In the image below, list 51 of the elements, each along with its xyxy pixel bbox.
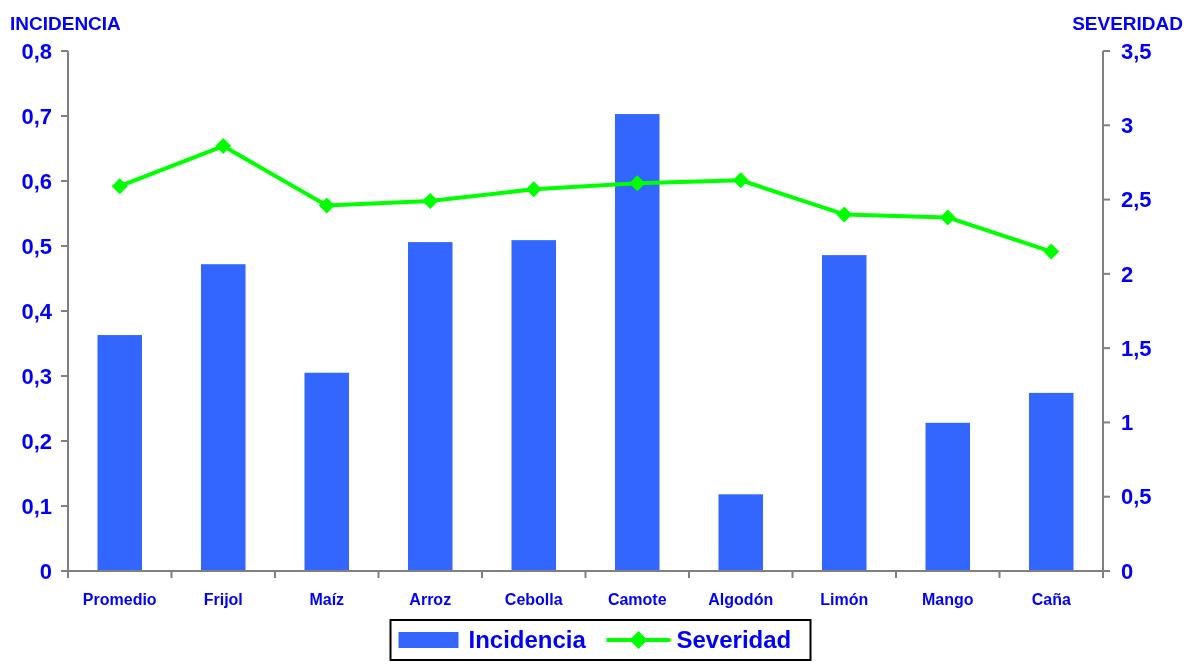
x-tick-label: Cebolla: [504, 591, 563, 608]
legend-label: Severidad: [676, 626, 792, 654]
x-tick-label: Mango: [921, 591, 974, 608]
bar: [304, 372, 349, 571]
bar: [822, 255, 867, 571]
legend-label: Incidencia: [468, 626, 587, 654]
y2-axis-title: SEVERIDAD: [1072, 13, 1183, 34]
x-tick-label: Caña: [1031, 591, 1071, 608]
bar: [408, 242, 453, 571]
y-tick-label: 0,7: [21, 103, 52, 129]
bar: [925, 422, 970, 571]
bar: [201, 264, 246, 571]
y-axis-title: INCIDENCIA: [10, 13, 122, 34]
point: [939, 209, 956, 226]
point: [422, 193, 439, 210]
point: [318, 197, 335, 214]
y2-tick-label: 2,5: [1121, 187, 1152, 213]
y-tick-label: 0,5: [21, 233, 52, 259]
x-tick-label: Algodón: [708, 591, 774, 608]
y2-tick-label: 2: [1121, 261, 1134, 287]
point: [111, 178, 128, 195]
bar: [1029, 392, 1074, 571]
x-tick-label: Limón: [820, 591, 869, 608]
bar: [615, 114, 660, 571]
point: [836, 206, 853, 223]
y2-tick-label: 0,5: [1121, 484, 1152, 510]
point: [629, 175, 646, 192]
x-tick-label: Camote: [607, 591, 667, 608]
x-tick-label: Frijol: [203, 591, 243, 608]
x-tick-label: Arroz: [409, 591, 452, 608]
y-tick-label: 0,3: [21, 363, 52, 389]
y-tick-label: 0,1: [21, 493, 52, 519]
y-tick-label: 0,6: [21, 168, 52, 194]
bar: [97, 335, 142, 571]
bar: [511, 240, 556, 571]
y2-tick-label: 0: [1121, 558, 1134, 584]
point: [1043, 243, 1060, 260]
y2-tick-label: 1: [1121, 410, 1134, 436]
point: [215, 138, 232, 155]
y2-tick-label: 3,5: [1121, 38, 1152, 64]
y-tick-label: 0: [39, 558, 52, 584]
y2-tick-label: 1,5: [1121, 335, 1152, 361]
y-tick-label: 0,4: [21, 298, 53, 324]
y-tick-label: 0,8: [21, 38, 52, 64]
x-tick-label: Promedio: [82, 591, 157, 608]
y2-tick-label: 3: [1121, 112, 1134, 138]
bar: [718, 494, 763, 571]
y-tick-label: 0,2: [21, 428, 52, 454]
point: [525, 181, 542, 198]
point: [732, 172, 749, 189]
x-tick-label: Maíz: [309, 591, 345, 608]
